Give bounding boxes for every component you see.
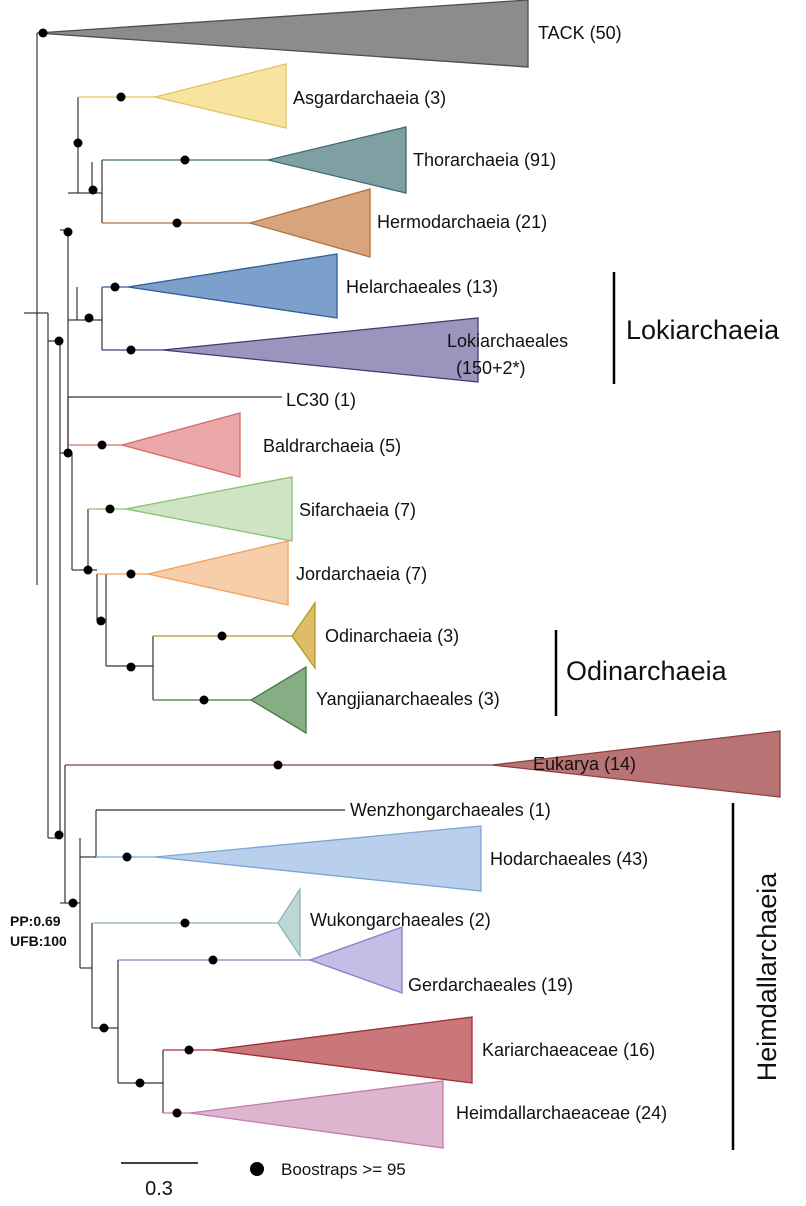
label-lokiarchaeales-line1: Lokiarchaeales — [447, 331, 568, 351]
clade-triangle-odin — [291, 600, 316, 671]
bootstrap-dot — [38, 28, 48, 38]
node-annotation-pp: PP:0.69 — [10, 913, 61, 929]
label-gerdarchaeales: Gerdarchaeales (19) — [408, 975, 573, 995]
clade-triangle-asgard — [154, 63, 287, 129]
bootstrap-dot — [273, 760, 283, 770]
group-odinarchaeia: Odinarchaeia — [566, 656, 728, 686]
bootstrap-dot — [208, 955, 218, 965]
bootstrap-dot — [84, 313, 94, 323]
bootstrap-dot — [199, 695, 209, 705]
label-wukongarchaeales: Wukongarchaeales (2) — [310, 910, 491, 930]
clade-triangle-heim — [189, 1080, 444, 1149]
bootstrap-dot — [126, 345, 136, 355]
bootstrap-dot — [172, 218, 182, 228]
bootstrap-dot — [135, 1078, 145, 1088]
clade-triangle-thor — [267, 126, 407, 194]
bootstrap-dot — [172, 1108, 182, 1118]
bootstrap-dot — [97, 440, 107, 450]
bootstrap-dot — [126, 662, 136, 672]
label-baldrarchaeia: Baldrarchaeia (5) — [263, 436, 401, 456]
clade-triangle-euk — [491, 730, 781, 798]
bootstrap-dot — [110, 282, 120, 292]
clade-triangle-wuk — [277, 886, 301, 959]
label-hermodarchaeia: Hermodarchaeia (21) — [377, 212, 547, 232]
bootstrap-dot — [63, 227, 73, 237]
group-heimdallarchaeia: Heimdallarchaeia — [752, 872, 782, 1082]
clade-triangle-sif — [125, 476, 293, 542]
bootstrap-dot — [180, 155, 190, 165]
label-lokiarchaeales-line2: (150+2*) — [456, 358, 526, 378]
label-hodarchaeales: Hodarchaeales (43) — [490, 849, 648, 869]
bootstrap-dot — [96, 616, 106, 626]
label-thorarchaeia: Thorarchaeia (91) — [413, 150, 556, 170]
bootstrap-markers — [38, 28, 283, 1118]
bootstrap-dot — [99, 1023, 109, 1033]
bootstrap-dot — [105, 504, 115, 514]
tree-branches — [24, 33, 492, 1114]
clade-triangle-kari — [211, 1016, 473, 1084]
clade-triangle-tack — [36, 0, 529, 68]
clade-triangle-yangj — [249, 665, 307, 735]
clade-triangle-jord — [147, 540, 289, 606]
clade-triangle-baldr — [119, 412, 241, 478]
bootstrap-dot — [217, 631, 227, 641]
label-asgardarchaeia: Asgardarchaeia (3) — [293, 88, 446, 108]
clade-triangle-hod — [154, 825, 482, 892]
clade-triangle-lokiarch — [162, 317, 479, 383]
bootstrap-dot — [88, 185, 98, 195]
label-sifarchaeia: Sifarchaeia (7) — [299, 500, 416, 520]
label-yangjianarchaeales: Yangjianarchaeales (3) — [316, 689, 500, 709]
label-eukarya: Eukarya (14) — [533, 754, 636, 774]
label-wenzhongarchaeales: Wenzhongarchaeales (1) — [350, 800, 551, 820]
collapsed-clades — [36, 0, 781, 1149]
label-helarchaeales: Helarchaeales (13) — [346, 277, 498, 297]
bootstrap-dot — [180, 918, 190, 928]
bootstrap-dot — [68, 898, 78, 908]
bootstrap-dot — [126, 569, 136, 579]
bootstrap-dot — [83, 565, 93, 575]
clade-triangle-hermod — [247, 188, 371, 258]
label-kariarchaeaceae: Kariarchaeaceae (16) — [482, 1040, 655, 1060]
label-tack: TACK (50) — [538, 23, 622, 43]
label-heimdallarchaeaceae: Heimdallarchaeaceae (24) — [456, 1103, 667, 1123]
bootstrap-dot — [54, 336, 64, 346]
scale-bar-label: 0.3 — [145, 1178, 173, 1200]
bootstrap-dot — [54, 830, 64, 840]
bootstrap-dot — [184, 1045, 194, 1055]
clade-triangle-gerd — [308, 926, 403, 994]
clade-triangle-helarch — [127, 253, 338, 319]
bootstrap-dot — [73, 138, 83, 148]
bootstrap-dot — [63, 448, 73, 458]
node-annotation-ufb: UFB:100 — [10, 933, 67, 949]
legend-dot — [250, 1162, 264, 1176]
label-lc30: LC30 (1) — [286, 390, 356, 410]
group-lokiarchaeia: Lokiarchaeia — [626, 315, 780, 345]
bootstrap-dot — [122, 852, 132, 862]
bootstrap-dot — [116, 92, 126, 102]
label-odinarchaeia: Odinarchaeia (3) — [325, 626, 459, 646]
legend-label: Boostraps >= 95 — [281, 1160, 406, 1179]
label-jordarchaeia: Jordarchaeia (7) — [296, 564, 427, 584]
